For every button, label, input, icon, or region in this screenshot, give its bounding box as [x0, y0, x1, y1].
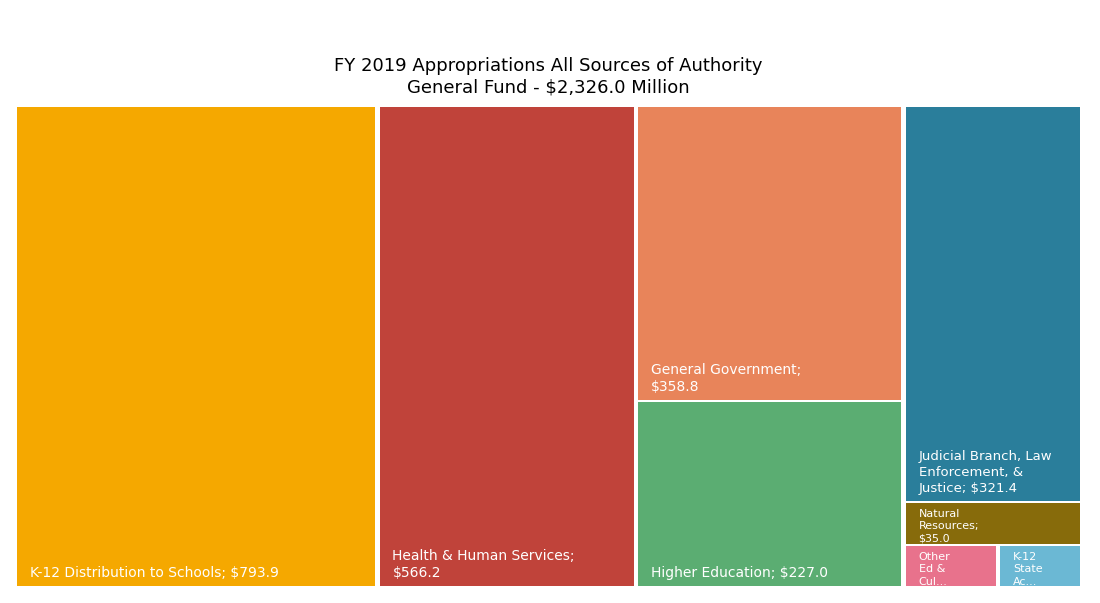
- Title: FY 2019 Appropriations All Sources of Authority
General Fund - $2,326.0 Million: FY 2019 Appropriations All Sources of Au…: [334, 57, 762, 96]
- Bar: [638, 107, 902, 400]
- Bar: [379, 107, 634, 586]
- Bar: [905, 503, 1080, 545]
- Text: Other
Ed &
Cul...: Other Ed & Cul...: [918, 552, 950, 587]
- Text: Health & Human Services;
$566.2: Health & Human Services; $566.2: [393, 549, 575, 581]
- Text: Judicial Branch, Law
Enforcement, &
Justice; $321.4: Judicial Branch, Law Enforcement, & Just…: [918, 450, 1053, 495]
- Bar: [638, 402, 902, 586]
- Bar: [905, 107, 1080, 501]
- Text: Natural
Resources;
$35.0: Natural Resources; $35.0: [918, 509, 979, 544]
- Text: K-12 Distribution to Schools; $793.9: K-12 Distribution to Schools; $793.9: [30, 566, 278, 581]
- Text: K-12
State
Ac...: K-12 State Ac...: [1013, 552, 1043, 587]
- Text: General Government;
$358.8: General Government; $358.8: [651, 362, 801, 394]
- Text: Higher Education; $227.0: Higher Education; $227.0: [651, 566, 828, 581]
- Bar: [905, 546, 996, 586]
- Bar: [18, 107, 375, 586]
- Bar: [1000, 546, 1080, 586]
